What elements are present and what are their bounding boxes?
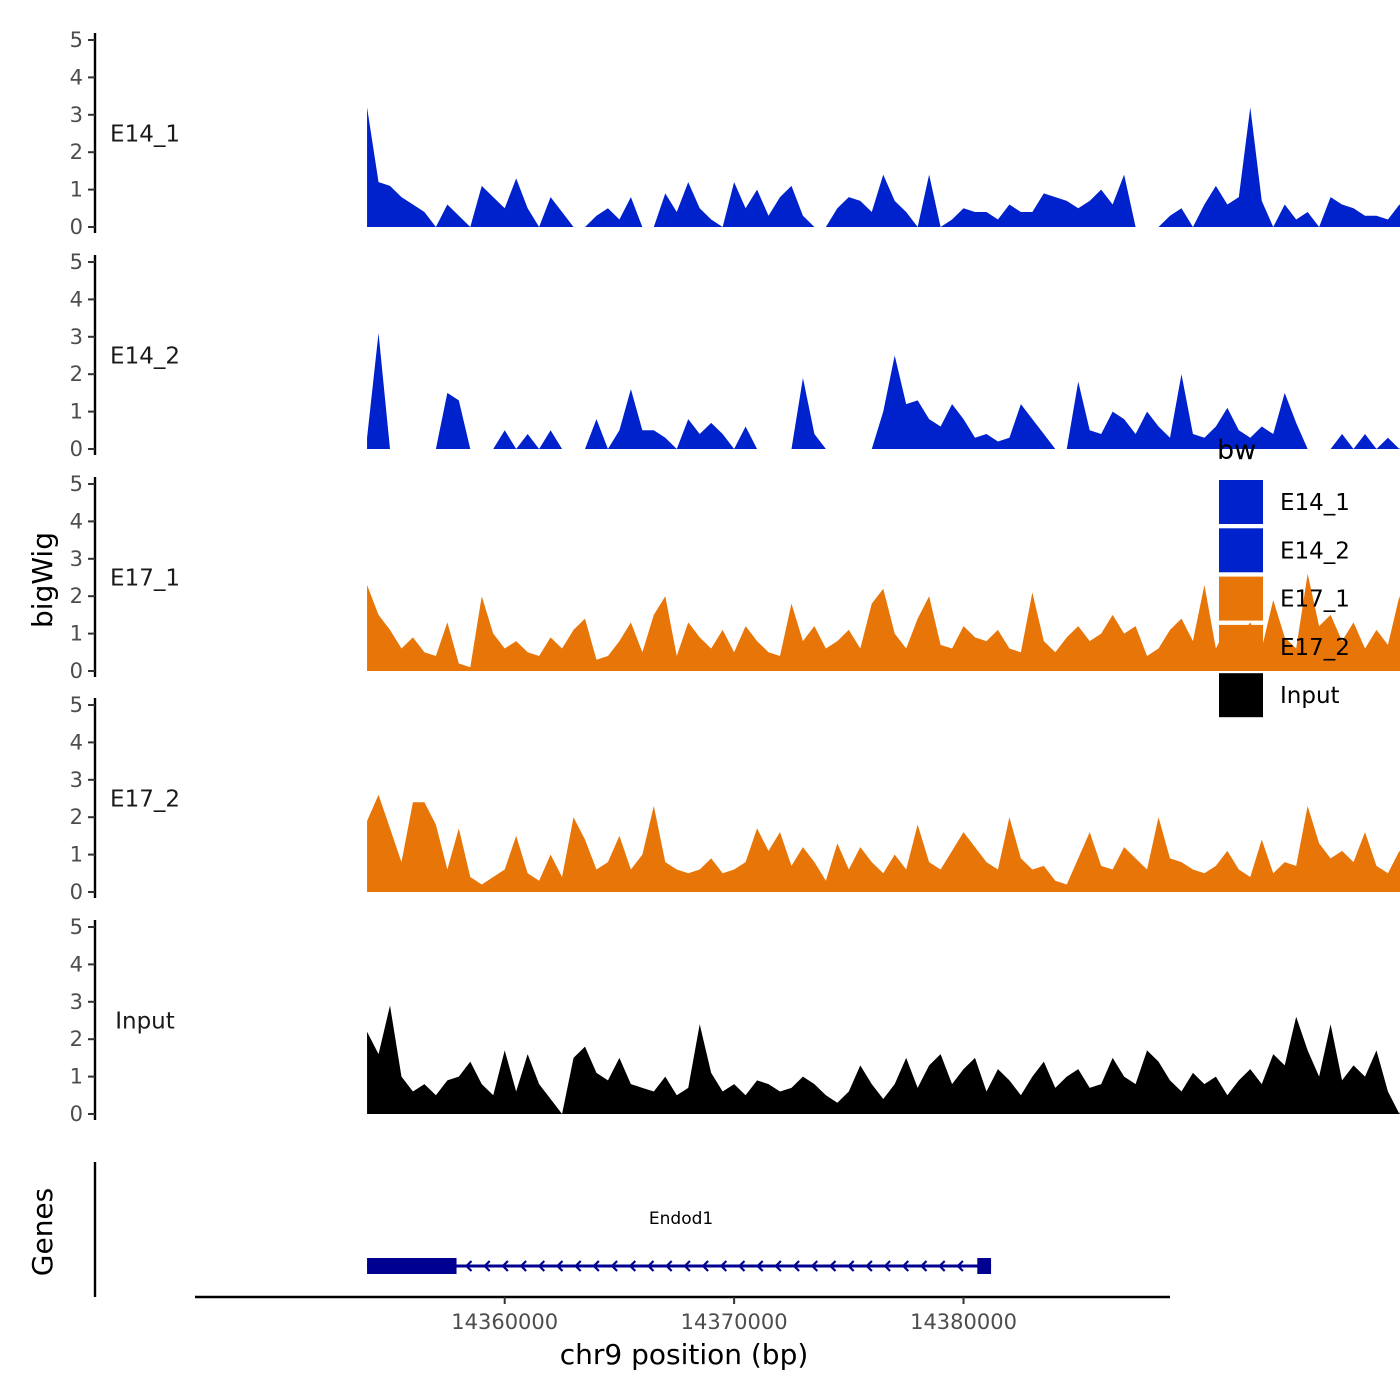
- y-tick-label: 1: [70, 843, 83, 867]
- legend-swatch-E17_2: [1219, 624, 1263, 669]
- strand-arrow-icon: [774, 1260, 782, 1272]
- strand-arrow-icon: [719, 1260, 728, 1272]
- y-tick-label: 1: [70, 178, 83, 202]
- strand-arrow-icon: [683, 1260, 691, 1272]
- strand-arrow-icon: [919, 1260, 928, 1272]
- track-label-E14_2: E14_2: [110, 344, 180, 370]
- signal-area-E14_1: [367, 107, 1400, 227]
- y-axis-title: bigWig: [26, 532, 59, 628]
- gene-track-panel: Endod1: [93, 1162, 992, 1297]
- legend-swatch-E14_1: [1219, 480, 1263, 524]
- strand-arrow-icon: [756, 1260, 764, 1272]
- genes-axis-title: Genes: [26, 1188, 59, 1276]
- track-E17_2: 0 1 2 3 4 5 E17_2: [70, 693, 1400, 904]
- y-tick-label: 2: [70, 140, 83, 164]
- x-tick-label: 14380000: [910, 1310, 1017, 1334]
- y-tick-label: 4: [70, 509, 83, 533]
- y-tick-label: 3: [70, 325, 83, 349]
- y-tick-label: 5: [70, 28, 83, 52]
- strand-arrow-icon: [883, 1260, 891, 1272]
- legend-label-E17_2: E17_2: [1280, 635, 1350, 661]
- y-tick-label: 5: [70, 250, 83, 274]
- y-tick-label: 4: [70, 730, 83, 754]
- strand-arrow-icon: [737, 1260, 746, 1272]
- strand-arrow-icon: [865, 1260, 873, 1272]
- strand-arrow-icon: [537, 1260, 546, 1272]
- y-tick-label: 3: [70, 768, 83, 792]
- y-tick-label: 3: [70, 103, 83, 127]
- y-tick-label: 2: [70, 362, 83, 386]
- track-Input: 0 1 2 3 4 5 Input: [70, 915, 1400, 1126]
- strand-arrow-icon: [646, 1260, 655, 1272]
- strand-arrow-icon: [574, 1260, 582, 1272]
- signal-area-E17_1: [367, 573, 1400, 671]
- y-tick-label: 0: [70, 215, 83, 239]
- y-tick-label: 1: [70, 400, 83, 424]
- track-E14_1: 0 1 2 3 4 5 E14_1: [70, 28, 1400, 239]
- legend-swatch-Input: [1219, 673, 1263, 718]
- strand-arrow-icon: [519, 1260, 527, 1272]
- strand-arrow-icon: [483, 1260, 491, 1272]
- y-tick-label: 1: [70, 622, 83, 646]
- y-tick-label: 4: [70, 287, 83, 311]
- legend-swatch-E17_1: [1219, 576, 1263, 621]
- y-tick-label: 1: [70, 1065, 83, 1089]
- y-tick-label: 4: [70, 65, 83, 89]
- y-tick-label: 0: [70, 880, 83, 904]
- strand-arrow-icon: [592, 1260, 600, 1272]
- y-tick-label: 5: [70, 915, 83, 939]
- strand-arrow-icon: [847, 1260, 855, 1272]
- x-tick-label: 14370000: [681, 1310, 788, 1334]
- track-label-E17_1: E17_1: [110, 566, 180, 592]
- strand-arrow-icon: [464, 1260, 473, 1272]
- strand-arrow-icon: [901, 1260, 910, 1272]
- strand-arrow-icon: [610, 1260, 618, 1272]
- legend-label-E14_2: E14_2: [1280, 538, 1350, 564]
- strand-arrow-icon: [628, 1260, 637, 1272]
- signal-area-Input: [367, 1005, 1400, 1114]
- strand-arrow-icon: [501, 1260, 509, 1272]
- x-axis: 14360000 14370000 14380000: [195, 1295, 1170, 1334]
- y-tick-label: 5: [70, 693, 83, 717]
- y-tick-label: 0: [70, 659, 83, 683]
- track-label-E14_1: E14_1: [110, 122, 180, 148]
- y-tick-label: 2: [70, 584, 83, 608]
- signal-area-E17_2: [367, 794, 1400, 892]
- gene-exon: [977, 1258, 992, 1274]
- legend-label-E17_1: E17_1: [1280, 587, 1350, 613]
- y-tick-label: 2: [70, 805, 83, 829]
- signal-tracks: 0 1 2 3 4 5 E14_1 0 1 2 3 4 5 E14_2 0 1 2 3 4 5 E17_1 0 1 2 3 4 5 E…: [70, 28, 1400, 1126]
- strand-arrow-icon: [555, 1260, 564, 1272]
- y-tick-label: 5: [70, 472, 83, 496]
- y-tick-label: 0: [70, 1102, 83, 1126]
- strand-arrow-icon: [956, 1260, 964, 1272]
- y-tick-label: 3: [70, 547, 83, 571]
- strand-arrow-icon: [938, 1260, 946, 1272]
- signal-area-E14_2: [367, 333, 1400, 449]
- strand-arrow-icon: [665, 1260, 673, 1272]
- y-tick-label: 3: [70, 990, 83, 1014]
- track-label-E17_2: E17_2: [110, 787, 180, 813]
- strand-arrow-icon: [810, 1260, 819, 1272]
- legend: bw E14_1 E14_2 E17_1 E17_2 Input: [1217, 435, 1350, 718]
- gene-name-label: Endod1: [649, 1209, 713, 1229]
- track-E17_1: 0 1 2 3 4 5 E17_1: [70, 472, 1400, 683]
- strand-arrow-icon: [701, 1260, 709, 1272]
- y-tick-label: 2: [70, 1027, 83, 1051]
- x-tick-label: 14360000: [451, 1310, 558, 1334]
- track-label-Input: Input: [115, 1009, 175, 1035]
- legend-label-Input: Input: [1280, 683, 1340, 709]
- strand-arrow-icon: [792, 1260, 800, 1272]
- legend-swatch-E14_2: [1219, 528, 1263, 573]
- track-E14_2: 0 1 2 3 4 5 E14_2: [70, 250, 1400, 461]
- x-axis-title: chr9 position (bp): [560, 1338, 809, 1371]
- legend-title: bw: [1217, 435, 1256, 466]
- legend-label-E14_1: E14_1: [1280, 490, 1350, 516]
- gene-exon: [367, 1258, 457, 1274]
- y-tick-label: 0: [70, 437, 83, 461]
- y-tick-label: 4: [70, 952, 83, 976]
- strand-arrow-icon: [828, 1260, 837, 1272]
